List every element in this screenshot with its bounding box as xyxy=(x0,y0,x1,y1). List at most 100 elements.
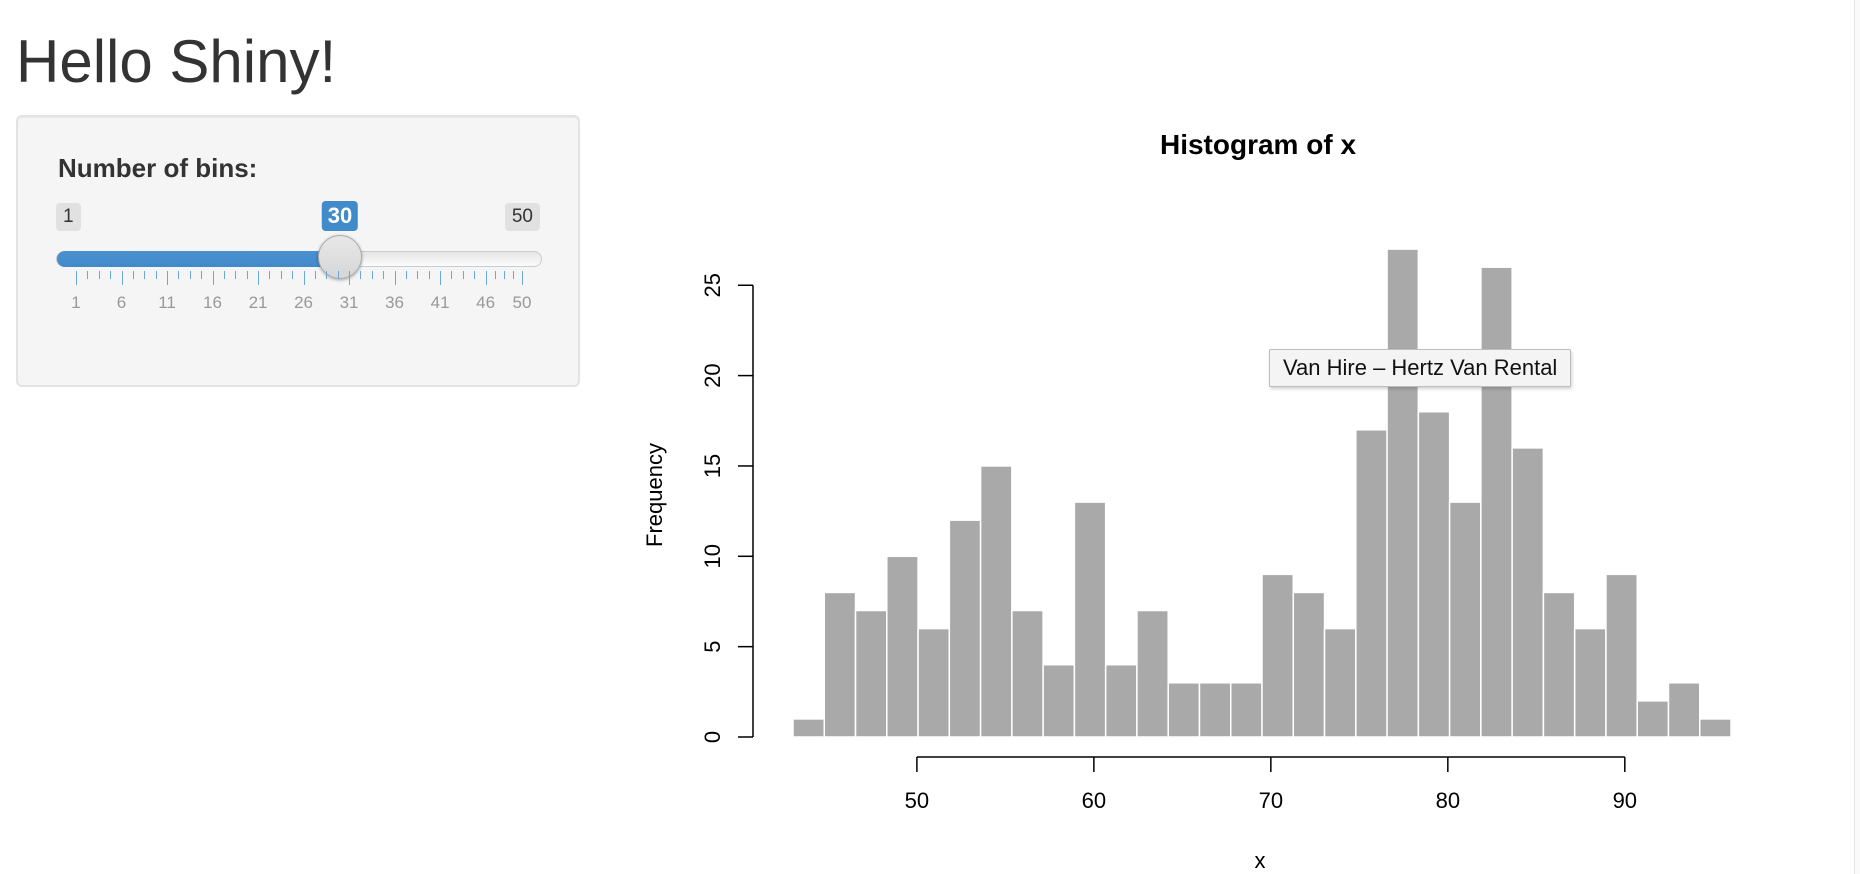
slider-major-tick xyxy=(121,271,123,285)
histogram-bar xyxy=(1605,573,1638,738)
slider-max-label: 50 xyxy=(504,203,540,231)
y-tick-label: 5 xyxy=(700,641,725,653)
slider-major-tick xyxy=(349,271,351,285)
y-tick-label: 20 xyxy=(700,363,725,387)
histogram-bar xyxy=(823,591,857,738)
slider-minor-tick xyxy=(405,271,407,279)
slider-minor-tick xyxy=(451,271,453,279)
slider-minor-tick xyxy=(474,271,476,279)
slider-tick-label: 36 xyxy=(385,293,405,312)
slider-minor-tick xyxy=(280,271,282,279)
slider-tick-label: 41 xyxy=(430,293,450,312)
slider-tick-label: 46 xyxy=(476,293,496,312)
histogram-bar xyxy=(1104,663,1138,738)
histogram-bar xyxy=(1699,718,1732,738)
page-title: Hello Shiny! xyxy=(16,28,337,95)
y-tick-label: 10 xyxy=(700,544,725,568)
slider-tick-label: 1 xyxy=(71,293,81,312)
histogram-bar xyxy=(1386,248,1420,738)
histogram-bar xyxy=(1292,591,1326,738)
slider-major-tick xyxy=(522,271,523,285)
histogram-chart: Histogram of x 0 5 10 15 20 25 Frequency 50 60 70 8… xyxy=(642,129,1732,873)
x-tick-label: 90 xyxy=(1613,788,1637,813)
histogram-bar xyxy=(1042,663,1076,738)
histogram-bar xyxy=(886,555,919,738)
slider-minor-tick xyxy=(314,271,316,279)
slider-track[interactable] xyxy=(56,251,542,267)
histogram-bar xyxy=(1480,266,1513,738)
slider-minor-tick xyxy=(201,271,203,279)
slider-minor-tick xyxy=(512,271,514,279)
slider-minor-tick xyxy=(371,271,373,279)
slider-minor-tick xyxy=(417,271,419,279)
histogram-bar xyxy=(1011,609,1044,738)
slider-minor-tick xyxy=(98,271,100,279)
histogram-bar xyxy=(1573,627,1607,738)
x-tick-label: 60 xyxy=(1082,788,1106,813)
slider-min-label: 1 xyxy=(56,203,81,231)
slider-minor-tick xyxy=(269,271,271,279)
slider-tick-label: 31 xyxy=(339,293,359,312)
slider-tick-label: 50 xyxy=(512,293,532,312)
histogram-bar xyxy=(948,519,982,738)
y-tick-label: 25 xyxy=(700,273,725,297)
histogram-bar xyxy=(792,718,826,738)
slider-major-tick xyxy=(440,271,442,285)
y-tick-label: 15 xyxy=(700,454,725,478)
slider-value-bubble: 30 xyxy=(321,201,359,231)
slider-minor-tick xyxy=(110,271,112,279)
sidebar-panel: Number of bins: 1 50 30 1 6 11 16 21 26 31 36 41… xyxy=(16,115,580,387)
slider-minor-tick xyxy=(494,271,496,279)
slider-minor-tick xyxy=(326,271,328,279)
slider-tick-label: 16 xyxy=(203,293,222,312)
scrollbar[interactable] xyxy=(1854,0,1860,874)
x-tick-label: 80 xyxy=(1436,788,1460,813)
histogram-bar xyxy=(1229,682,1263,738)
histogram-bar xyxy=(1261,573,1295,738)
slider-track-fill xyxy=(57,251,341,267)
slider-minor-tick xyxy=(246,271,248,279)
slider-tick-label: 11 xyxy=(158,293,176,312)
slider-minor-tick xyxy=(292,271,294,279)
x-axis-label: x xyxy=(1255,848,1266,873)
slider-tick-label: 6 xyxy=(116,293,127,312)
slider-minor-tick xyxy=(178,271,180,279)
slider-minor-tick xyxy=(462,271,464,279)
histogram-bar xyxy=(1636,700,1670,738)
slider-tick-label: 21 xyxy=(248,293,268,312)
chart-title: Histogram of x xyxy=(1160,129,1356,160)
histogram-bar xyxy=(1448,501,1482,738)
histogram-bar xyxy=(917,627,951,738)
slider-minor-tick xyxy=(360,271,362,279)
y-axis-label: Frequency xyxy=(642,443,667,547)
histogram-bar xyxy=(1167,682,1201,738)
histogram-bar xyxy=(1355,429,1388,738)
slider-major-tick xyxy=(76,271,77,285)
slider-major-tick xyxy=(212,271,214,285)
slider-minor-tick xyxy=(223,271,225,279)
histogram-bar xyxy=(1136,609,1169,738)
slider-minor-tick xyxy=(428,271,430,279)
slider-minor-tick xyxy=(235,271,237,279)
x-tick-label: 70 xyxy=(1259,788,1283,813)
slider-major-tick xyxy=(258,271,260,285)
slider-minor-tick xyxy=(503,271,505,279)
slider-minor-tick xyxy=(87,271,89,279)
histogram-bar xyxy=(1073,501,1107,738)
y-tick-label: 0 xyxy=(700,731,725,743)
slider-major-tick xyxy=(167,271,169,285)
slider-minor-tick xyxy=(132,271,134,279)
slider-minor-tick xyxy=(337,271,339,279)
histogram-bar xyxy=(1417,410,1451,738)
histogram-bar xyxy=(979,465,1013,738)
histogram-bar xyxy=(1667,682,1701,738)
histogram-bar xyxy=(854,609,888,738)
slider-minor-tick xyxy=(383,271,385,279)
histogram-bar xyxy=(1323,627,1357,738)
slider-major-tick xyxy=(303,271,305,285)
x-tick-label: 50 xyxy=(905,788,929,813)
histogram-bar xyxy=(1542,591,1576,738)
slider-handle[interactable] xyxy=(317,235,362,279)
histogram-bar xyxy=(1511,447,1545,738)
slider-minor-tick xyxy=(144,271,146,279)
